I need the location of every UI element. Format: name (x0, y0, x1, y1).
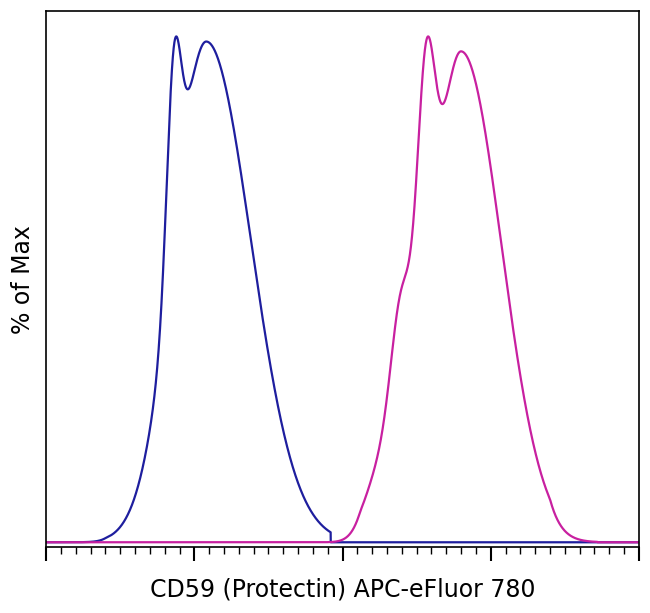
Y-axis label: % of Max: % of Max (11, 225, 35, 333)
X-axis label: CD59 (Protectin) APC-eFluor 780: CD59 (Protectin) APC-eFluor 780 (150, 578, 536, 602)
